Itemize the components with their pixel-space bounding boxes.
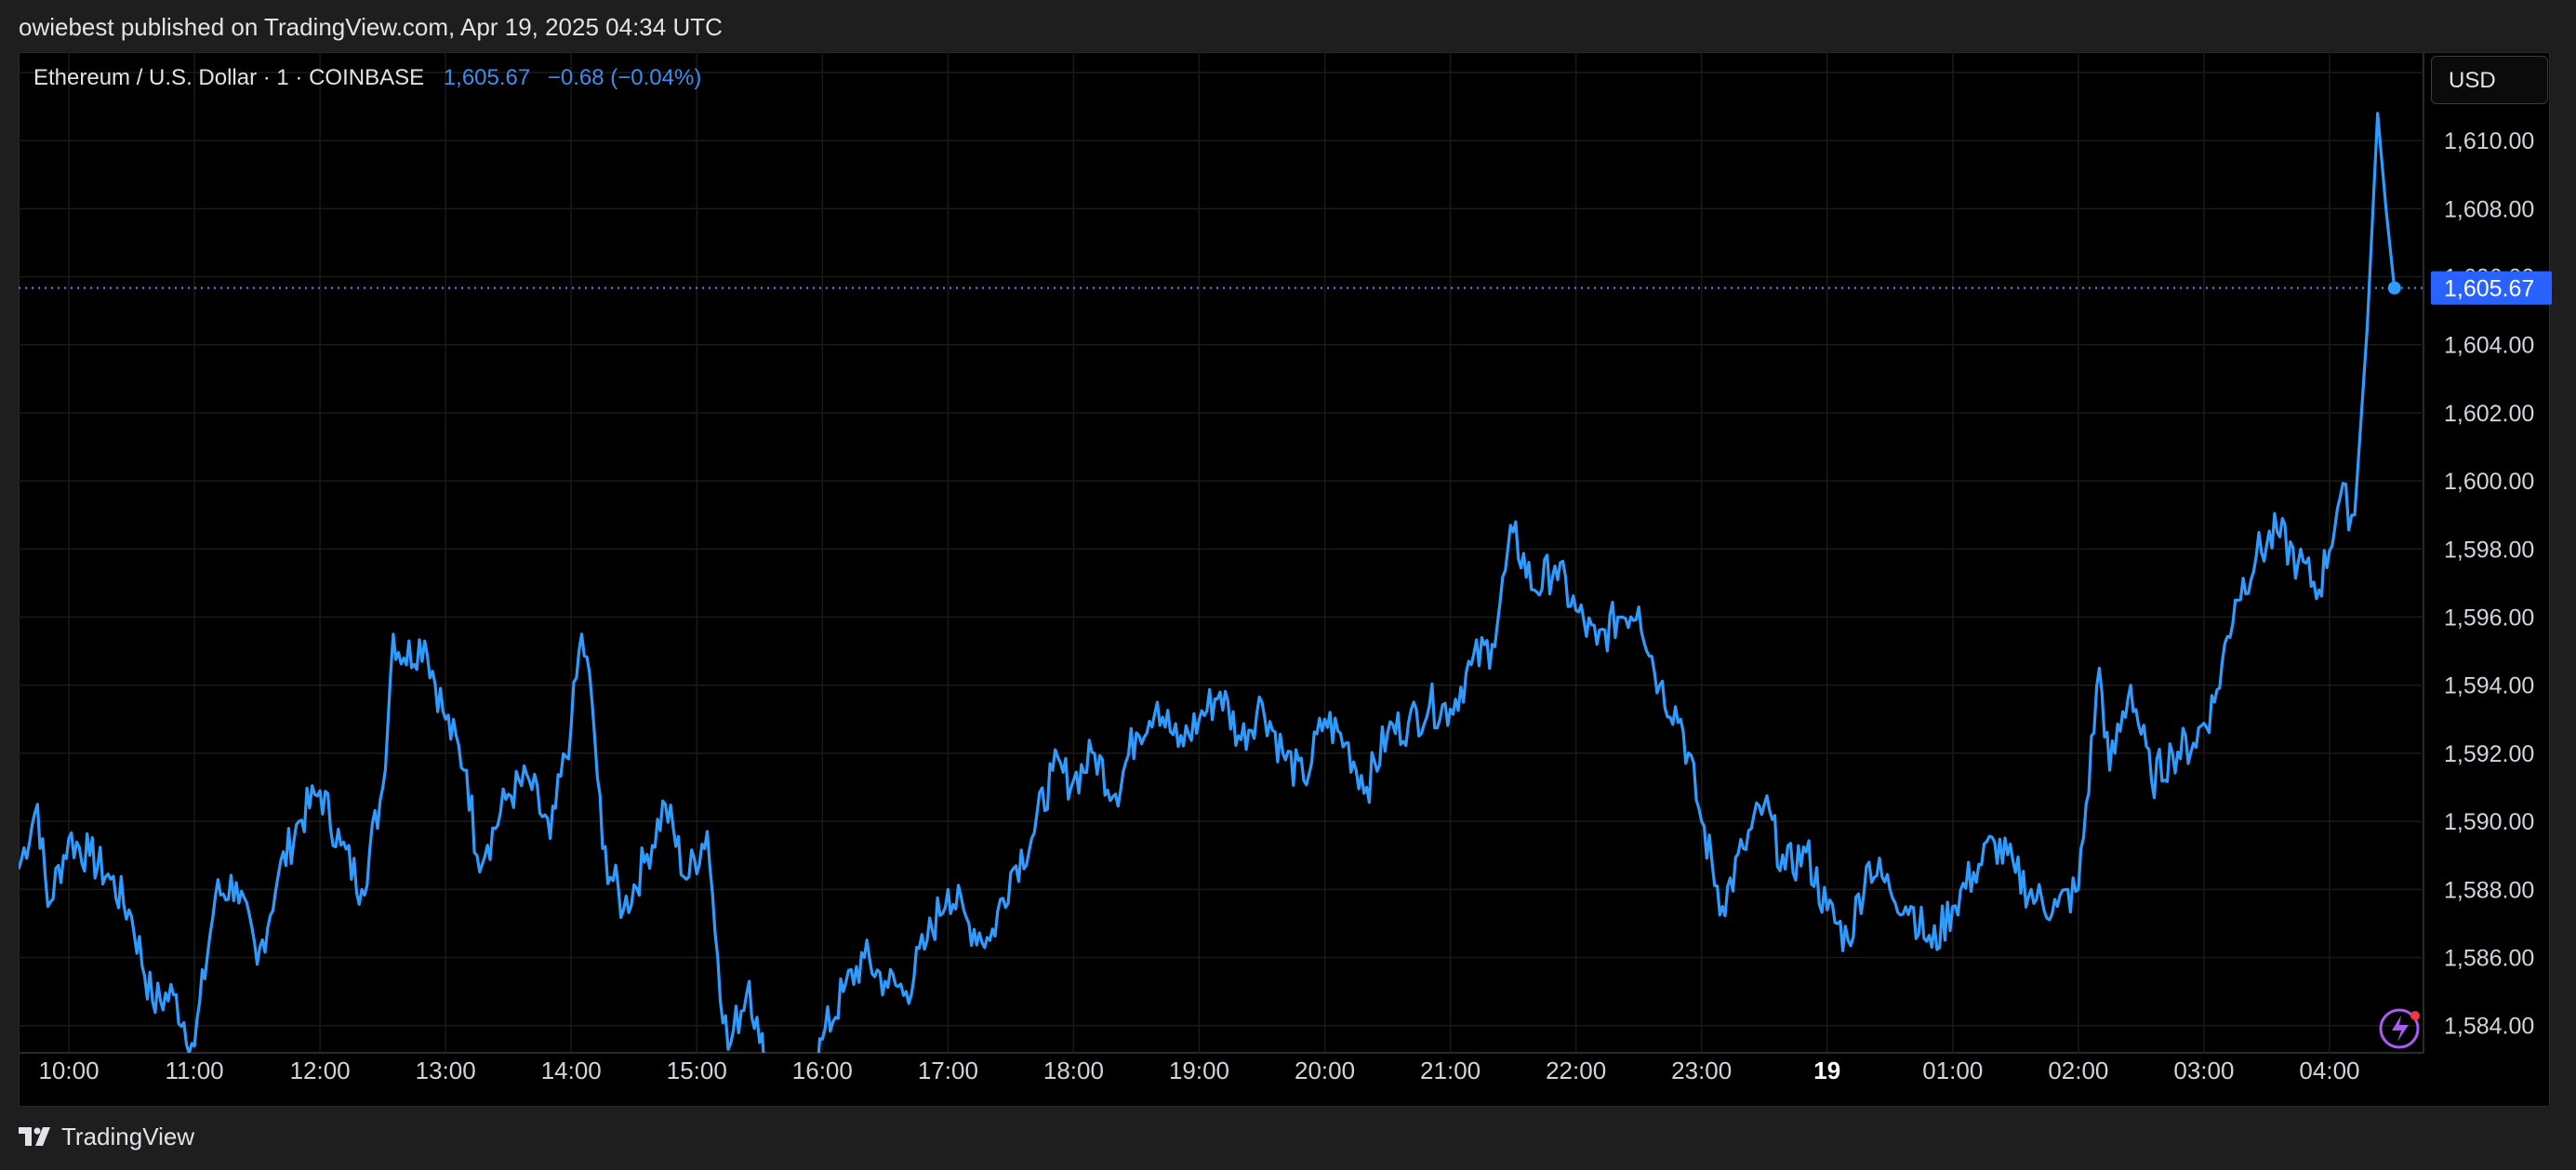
x-tick-label: 19:00 <box>1169 1057 1229 1084</box>
x-tick-label: 02:00 <box>2048 1057 2108 1084</box>
x-tick-label: 14:00 <box>541 1057 602 1084</box>
last-price-tag <box>2431 271 2552 305</box>
price-series-line[interactable] <box>19 112 2397 1103</box>
x-tick-label: 18:00 <box>1043 1057 1104 1084</box>
y-tick-label: 1,596.00 <box>2444 605 2534 632</box>
legend-change: −0.68 (−0.04%) <box>547 65 702 90</box>
x-tick-label: 04:00 <box>2299 1057 2359 1084</box>
currency-button[interactable]: USD <box>2431 56 2548 104</box>
x-tick-label: 13:00 <box>416 1057 476 1084</box>
y-tick-label: 1,592.00 <box>2444 741 2534 767</box>
x-tick-label: 21:00 <box>1420 1057 1481 1084</box>
y-tick-label: 1,602.00 <box>2444 401 2534 427</box>
x-tick-label: 03:00 <box>2173 1057 2234 1084</box>
x-tick-label: 01:00 <box>1922 1057 1983 1084</box>
y-tick-label: 1,608.00 <box>2444 196 2534 222</box>
x-tick-label: 16:00 <box>792 1057 853 1084</box>
last-price-tag-label: 1,605.67 <box>2444 276 2534 302</box>
x-tick-label: 15:00 <box>667 1057 727 1084</box>
x-tick-label: 12:00 <box>290 1057 351 1084</box>
tradingview-brand: TradingView <box>61 1122 195 1150</box>
magic-lightning-icon[interactable] <box>2379 1008 2420 1049</box>
y-tick-label: 1,586.00 <box>2444 946 2534 972</box>
y-tick-label: 1,598.00 <box>2444 537 2534 563</box>
x-tick-label: 17:00 <box>918 1057 978 1084</box>
x-tick-label: 11:00 <box>166 1057 224 1084</box>
chart-frame[interactable] <box>19 52 2550 1107</box>
bottom-bar <box>0 1107 2576 1170</box>
legend-last-price: 1,605.67 <box>443 65 531 90</box>
tradingview-logo-icon <box>19 1127 50 1146</box>
legend-symbol[interactable]: Ethereum / U.S. Dollar · 1 · COINBASE <box>33 65 425 90</box>
x-tick-label: 22:00 <box>1546 1057 1606 1084</box>
x-tick-label: 23:00 <box>1671 1057 1732 1084</box>
y-tick-label: 1,600.00 <box>2444 469 2534 495</box>
y-tick-label: 1,584.00 <box>2444 1014 2534 1040</box>
tradingview-logo[interactable]: TradingView <box>19 1123 194 1150</box>
y-tick-label: 1,590.00 <box>2444 809 2534 835</box>
x-tick-label: 19 <box>1813 1057 1840 1084</box>
chart-legend: Ethereum / U.S. Dollar · 1 · COINBASE 1,… <box>33 65 701 91</box>
last-price-marker <box>2387 281 2401 295</box>
x-tick-label: 20:00 <box>1295 1057 1355 1084</box>
y-tick-label: 1,594.00 <box>2444 673 2534 699</box>
x-tick-label: 10:00 <box>38 1057 99 1084</box>
y-tick-label: 1,604.00 <box>2444 333 2534 359</box>
published-info: owiebest published on TradingView.com, A… <box>19 13 723 41</box>
top-bar: owiebest published on TradingView.com, A… <box>0 0 2576 52</box>
y-tick-label: 1,610.00 <box>2444 128 2534 154</box>
y-tick-label: 1,588.00 <box>2444 877 2534 903</box>
